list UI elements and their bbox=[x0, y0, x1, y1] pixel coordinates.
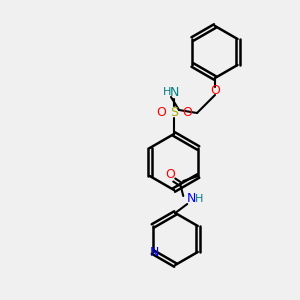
Text: O: O bbox=[156, 106, 166, 118]
Text: H: H bbox=[195, 194, 203, 204]
Text: H: H bbox=[163, 87, 171, 97]
Text: O: O bbox=[182, 106, 192, 118]
Text: S: S bbox=[170, 106, 178, 118]
Text: N: N bbox=[169, 85, 179, 98]
Text: N: N bbox=[187, 193, 196, 206]
Text: O: O bbox=[165, 167, 175, 181]
Text: N: N bbox=[150, 245, 159, 259]
Text: O: O bbox=[210, 83, 220, 97]
